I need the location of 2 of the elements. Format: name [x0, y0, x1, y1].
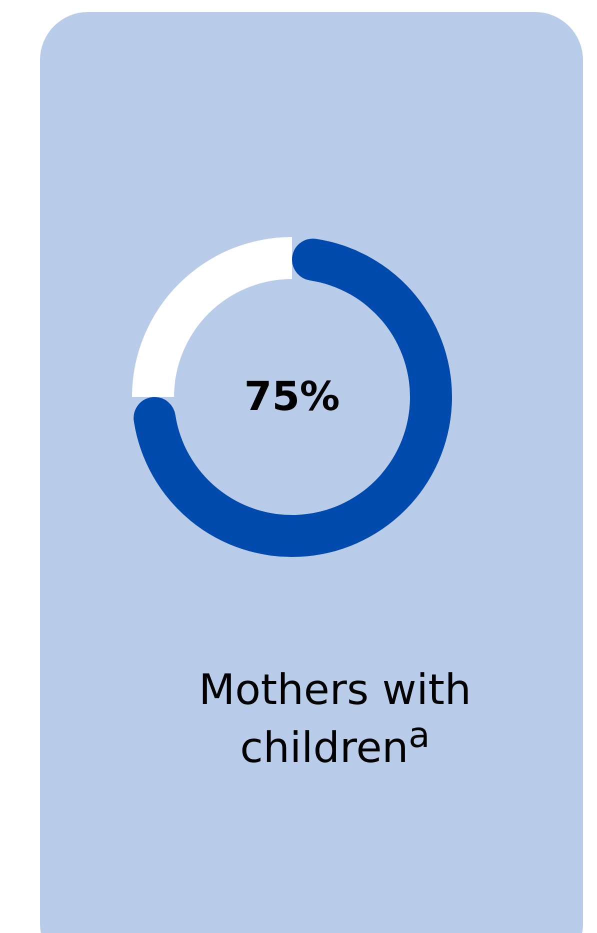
text: Mothers with children$^{a}$	[198, 665, 472, 772]
data-label: 75%	[244, 374, 340, 420]
